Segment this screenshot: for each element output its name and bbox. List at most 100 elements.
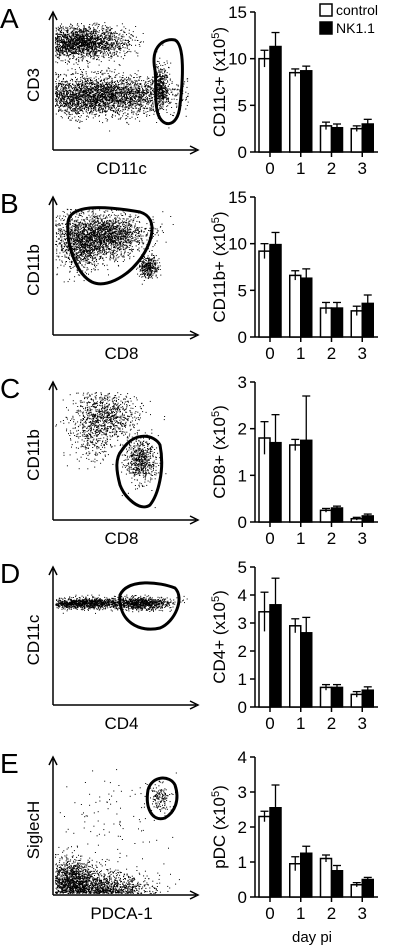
flow-ylabel: CD3 (24, 68, 43, 102)
x-tick-label: 3 (358, 529, 367, 548)
flow-x-arrow (189, 515, 200, 525)
y-tick-label: 4 (238, 586, 247, 605)
flow-y-arrow (48, 565, 58, 576)
bar-chart: 0 5 10 15 CD11b+ (x105) 0 1 2 3 (210, 188, 378, 363)
panel-d: D CD4 CD11c 0 1 2 3 4 5 CD4+ (x105) 0 1 2 3 (0, 558, 378, 733)
bar-nk11 (269, 441, 282, 523)
flow-xlabel: CD8 (104, 529, 138, 548)
bar-nk11 (361, 302, 374, 338)
y-tick-label: 0 (238, 698, 247, 717)
bar-control (258, 815, 271, 898)
bar-chart: 0 1 2 3 4 5 CD4+ (x105) 0 1 2 3 (210, 558, 378, 733)
x-tick-label: 3 (358, 159, 367, 178)
flow-xlabel: CD4 (104, 714, 138, 733)
flow-y-arrow (48, 10, 58, 21)
bar-nk11 (269, 243, 282, 338)
bar-control (289, 274, 302, 338)
bar-nk11 (300, 632, 313, 708)
x-tick-label: 3 (358, 714, 367, 733)
y-tick-label: 2 (238, 420, 247, 439)
x-tick-label: 0 (265, 159, 274, 178)
flow-x-arrow (189, 890, 200, 900)
y-tick-label: 5 (238, 281, 247, 300)
bar-nk11 (300, 439, 313, 523)
flow-dots (55, 392, 167, 509)
y-tick-label: 3 (238, 783, 247, 802)
flow-xlabel: CD8 (104, 344, 138, 363)
y-tick-label: 2 (238, 818, 247, 837)
y-tick-label: 3 (238, 373, 247, 392)
flow-x-arrow (189, 145, 200, 155)
bar-nk11 (300, 852, 313, 898)
flow-ylabel: SiglecH (24, 801, 43, 860)
legend-swatch-nk11 (319, 21, 333, 35)
x-tick-label: 2 (327, 904, 336, 923)
legend: control NK1.1 (319, 2, 378, 36)
y-tick-label: 1 (238, 466, 247, 485)
bar-chart: 0 1 2 3 4 pDC (x105) 0 1 2 3 (210, 748, 378, 923)
bar-nk11 (300, 277, 313, 338)
bar-control (289, 71, 302, 153)
panel-letter: B (0, 188, 19, 219)
bar-control (289, 625, 302, 708)
bar-control (319, 857, 333, 898)
panel-letter: E (0, 748, 19, 779)
flow-ylabel: CD11b (24, 429, 43, 481)
x-tick-label: 2 (327, 529, 336, 548)
x-tick-label: 1 (296, 714, 305, 733)
x-tick-label: 2 (327, 714, 336, 733)
chart-ylabel: CD8+ (x105) (210, 405, 229, 499)
bar-nk11 (330, 126, 344, 153)
flow-gate (118, 581, 181, 631)
bar-nk11 (269, 45, 282, 153)
chart-ylabel: CD11c+ (x105) (210, 27, 229, 137)
flow-dots (55, 207, 174, 285)
flow-dots (55, 594, 188, 614)
bar-nk11 (269, 604, 282, 708)
x-tick-label: 3 (358, 344, 367, 363)
bar-nk11 (330, 870, 344, 898)
panel-letter: A (0, 3, 19, 34)
bar-nk11 (269, 807, 282, 898)
y-tick-label: 2 (238, 642, 247, 661)
panel-letter: C (0, 373, 20, 404)
bar-nk11 (361, 515, 374, 523)
bar-chart: 0 1 2 3 CD8+ (x105) 0 1 2 3 (210, 373, 378, 548)
flow-plot: CD11c CD3 (24, 10, 200, 178)
bar-control (289, 444, 302, 523)
flow-gate (145, 776, 179, 821)
y-tick-label: 0 (238, 328, 247, 347)
bar-nk11 (361, 878, 374, 898)
y-tick-label: 3 (238, 614, 247, 633)
flow-xlabel: PDCA-1 (90, 904, 152, 923)
y-tick-label: 0 (238, 513, 247, 532)
flow-gate (115, 434, 164, 509)
flow-gate (152, 38, 184, 126)
x-tick-label: 1 (296, 344, 305, 363)
chart-ylabel: CD4+ (x105) (210, 590, 229, 684)
y-tick-label: 5 (238, 558, 247, 577)
y-tick-label: 15 (228, 3, 247, 22)
x-tick-label: 0 (265, 529, 274, 548)
y-tick-label: 1 (238, 670, 247, 689)
flow-plot: CD8 CD11b (24, 380, 200, 548)
bar-nk11 (300, 70, 313, 153)
legend-label-nk11: NK1.1 (336, 20, 375, 36)
flow-plot: PDCA-1 SiglecH (24, 755, 200, 923)
y-tick-label: 1 (238, 853, 247, 872)
bar-nk11 (330, 686, 344, 708)
bar-control (350, 127, 363, 153)
flow-y-arrow (48, 380, 58, 391)
flow-gate (66, 206, 154, 286)
x-tick-label: 0 (265, 344, 274, 363)
panel-a: A CD11c CD3 0 5 10 15 CD11c+ (x105) 0 1 2 3 (0, 3, 378, 178)
bar-control (258, 57, 271, 153)
legend-label-control: control (336, 2, 378, 18)
panel-e: E PDCA-1 SiglecH 0 1 2 3 4 pDC (x105) 0 1 2 3 (0, 748, 378, 923)
flow-y-arrow (48, 755, 58, 766)
bar-chart: 0 5 10 15 CD11c+ (x105) 0 1 2 3 (210, 3, 378, 178)
flow-xlabel: CD11c (96, 159, 147, 178)
bar-nk11 (361, 689, 374, 708)
